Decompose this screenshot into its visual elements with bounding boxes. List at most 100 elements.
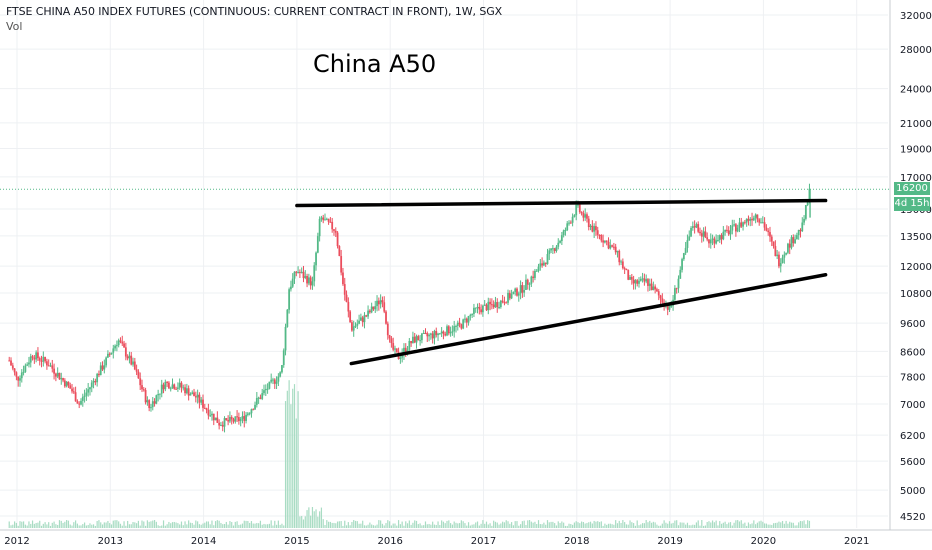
volume-bar [378, 520, 380, 528]
candle-body [711, 238, 714, 240]
countdown-tag: 4d 15h [894, 197, 930, 211]
candle-body [659, 295, 662, 299]
volume-bar [28, 521, 30, 528]
candle-body [51, 365, 54, 369]
candle-body [176, 387, 179, 389]
candle-body [526, 279, 529, 285]
candle-body [726, 229, 728, 231]
candle-body [681, 259, 683, 270]
price-tick-label: 24000 [900, 85, 932, 96]
candle-body [56, 372, 59, 377]
volume-bar [453, 521, 455, 528]
volume-bar [789, 521, 791, 528]
candle-body [564, 230, 567, 232]
candle-body [239, 418, 242, 422]
volume-bar [292, 388, 294, 528]
volume-bar [417, 524, 419, 528]
volume-bar [771, 524, 773, 528]
candle-body [604, 240, 606, 243]
candle-body [715, 240, 718, 244]
candle-body [193, 392, 195, 397]
candle-body [110, 352, 113, 355]
volume-bar [482, 520, 484, 528]
candle-body [245, 414, 247, 421]
candle-body [600, 235, 603, 241]
price-tick-label: 6200 [900, 431, 925, 442]
candle-body [60, 378, 63, 380]
volume-bar [467, 522, 470, 528]
volume-bar [539, 524, 541, 528]
candle-body [76, 401, 79, 404]
candle-body [166, 381, 169, 383]
candle-body [277, 376, 280, 382]
candle-body [54, 373, 57, 377]
candle-body [307, 277, 310, 284]
candle-body [625, 268, 628, 271]
volume-bar [387, 520, 389, 528]
candle-body [708, 239, 710, 244]
volume-bar [493, 520, 495, 528]
volume-bar [627, 524, 629, 528]
price-tick-label: 13500 [900, 232, 932, 243]
candle-body [126, 356, 129, 359]
candle-body [734, 224, 737, 232]
volume-bar [315, 509, 317, 528]
volume-bar [462, 521, 464, 528]
volume-bar [724, 521, 726, 528]
candle-body [620, 261, 622, 263]
volume-bar [807, 520, 809, 528]
volume-bar [362, 520, 364, 528]
volume-bar [744, 522, 746, 528]
volume-bar [71, 525, 73, 528]
volume-bar [561, 521, 563, 528]
candle-body [85, 392, 88, 396]
volume-bar [369, 522, 371, 528]
volume-bar [258, 523, 260, 528]
volume-bar [171, 522, 174, 528]
candle-body [431, 333, 434, 339]
volume-bar [446, 520, 448, 528]
candle-body [586, 214, 588, 219]
candle-body [243, 416, 246, 421]
volume-bar [302, 519, 305, 528]
candle-body [657, 291, 660, 296]
candle-body [720, 235, 723, 240]
candle-body [806, 201, 809, 206]
candle-body [801, 222, 804, 232]
candle-body [151, 401, 154, 408]
candle-body [80, 400, 82, 405]
candle-body [699, 231, 701, 234]
volume-bar [173, 521, 175, 528]
volume-bar [193, 524, 195, 528]
volume-bar [731, 525, 733, 528]
volume-bar [772, 523, 775, 528]
candle-body [483, 304, 486, 306]
volume-bar [633, 523, 635, 528]
candle-body [709, 239, 712, 244]
volume-bar [66, 520, 68, 528]
volume-bar [597, 521, 599, 528]
volume-bar [259, 520, 262, 528]
candle-body [261, 393, 264, 399]
candle-body [568, 222, 570, 224]
volume-bar [686, 522, 689, 528]
candle-body [205, 408, 208, 410]
candle-body [618, 250, 621, 263]
volume-bar [197, 521, 199, 528]
price-tick-label: 4520 [900, 512, 925, 523]
candle-body [203, 407, 206, 409]
volume-bar [49, 525, 52, 528]
candle-body [455, 326, 457, 328]
volume-bar [319, 511, 321, 528]
volume-bar [392, 523, 394, 528]
candle-body [17, 376, 20, 381]
candle-body [218, 422, 221, 426]
volume-bar [33, 523, 35, 528]
candle-body [363, 315, 366, 323]
volume-bar [500, 523, 502, 528]
candle-body [440, 331, 443, 334]
candle-body [394, 348, 396, 350]
volume-bar [668, 521, 671, 528]
volume-bar [241, 523, 244, 528]
